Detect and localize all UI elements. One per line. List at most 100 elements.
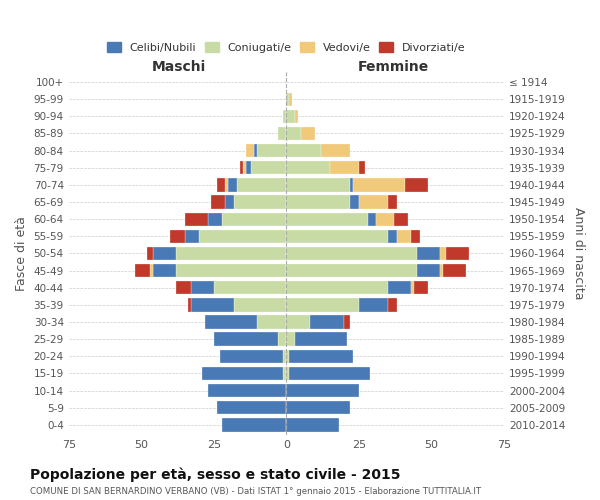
- Bar: [359, 161, 365, 174]
- Bar: [286, 178, 350, 192]
- Bar: [286, 298, 359, 312]
- Bar: [286, 418, 338, 432]
- Bar: [295, 110, 298, 123]
- Bar: [191, 281, 214, 294]
- Bar: [226, 196, 234, 208]
- Bar: [205, 316, 257, 328]
- Bar: [240, 161, 243, 174]
- Bar: [223, 212, 286, 226]
- Text: Maschi: Maschi: [152, 60, 206, 74]
- Bar: [243, 161, 245, 174]
- Text: COMUNE DI SAN BERNARDINO VERBANO (VB) - Dati ISTAT 1° gennaio 2015 - Elaborazion: COMUNE DI SAN BERNARDINO VERBANO (VB) - …: [30, 487, 481, 496]
- Bar: [286, 110, 295, 123]
- Bar: [257, 316, 286, 328]
- Bar: [202, 367, 283, 380]
- Bar: [344, 316, 350, 328]
- Bar: [286, 384, 359, 398]
- Bar: [199, 230, 286, 243]
- Bar: [443, 264, 466, 278]
- Bar: [301, 127, 316, 140]
- Bar: [286, 401, 350, 414]
- Bar: [411, 230, 420, 243]
- Bar: [286, 247, 417, 260]
- Bar: [286, 281, 388, 294]
- Bar: [330, 161, 359, 174]
- Bar: [350, 178, 353, 192]
- Y-axis label: Fasce di età: Fasce di età: [15, 216, 28, 291]
- Bar: [321, 144, 350, 158]
- Bar: [359, 298, 388, 312]
- Bar: [388, 298, 397, 312]
- Bar: [286, 316, 310, 328]
- Bar: [234, 196, 286, 208]
- Bar: [191, 298, 234, 312]
- Bar: [185, 230, 199, 243]
- Bar: [286, 264, 417, 278]
- Bar: [350, 196, 359, 208]
- Bar: [286, 367, 289, 380]
- Bar: [176, 247, 286, 260]
- Bar: [228, 178, 237, 192]
- Bar: [388, 281, 411, 294]
- Bar: [283, 367, 286, 380]
- Bar: [359, 196, 388, 208]
- Bar: [414, 281, 428, 294]
- Bar: [405, 178, 428, 192]
- Bar: [289, 92, 292, 106]
- Bar: [136, 264, 150, 278]
- Bar: [153, 264, 176, 278]
- Bar: [208, 384, 286, 398]
- Bar: [376, 212, 394, 226]
- Bar: [417, 247, 440, 260]
- Bar: [286, 196, 350, 208]
- Bar: [217, 401, 286, 414]
- Text: Popolazione per età, sesso e stato civile - 2015: Popolazione per età, sesso e stato civil…: [30, 468, 401, 482]
- Bar: [286, 350, 289, 363]
- Bar: [211, 196, 226, 208]
- Bar: [170, 230, 185, 243]
- Bar: [286, 92, 289, 106]
- Bar: [446, 247, 469, 260]
- Bar: [286, 332, 295, 346]
- Bar: [440, 264, 443, 278]
- Bar: [286, 161, 330, 174]
- Bar: [176, 281, 191, 294]
- Y-axis label: Anni di nascita: Anni di nascita: [572, 207, 585, 300]
- Bar: [388, 196, 397, 208]
- Bar: [440, 247, 446, 260]
- Bar: [153, 247, 176, 260]
- Bar: [185, 212, 208, 226]
- Bar: [394, 212, 408, 226]
- Bar: [245, 144, 254, 158]
- Bar: [417, 264, 440, 278]
- Bar: [289, 350, 353, 363]
- Bar: [214, 281, 286, 294]
- Bar: [397, 230, 411, 243]
- Bar: [286, 127, 301, 140]
- Bar: [289, 367, 370, 380]
- Bar: [257, 144, 286, 158]
- Bar: [208, 212, 223, 226]
- Bar: [150, 264, 153, 278]
- Bar: [368, 212, 376, 226]
- Bar: [278, 127, 286, 140]
- Bar: [245, 161, 251, 174]
- Bar: [251, 161, 286, 174]
- Bar: [217, 178, 226, 192]
- Bar: [220, 350, 283, 363]
- Bar: [254, 144, 257, 158]
- Bar: [286, 144, 321, 158]
- Bar: [286, 230, 388, 243]
- Bar: [147, 247, 153, 260]
- Bar: [388, 230, 397, 243]
- Bar: [278, 332, 286, 346]
- Legend: Celibi/Nubili, Coniugati/e, Vedovi/e, Divorziati/e: Celibi/Nubili, Coniugati/e, Vedovi/e, Di…: [103, 38, 470, 57]
- Bar: [286, 212, 368, 226]
- Bar: [310, 316, 344, 328]
- Bar: [234, 298, 286, 312]
- Bar: [411, 281, 414, 294]
- Bar: [223, 418, 286, 432]
- Text: Femmine: Femmine: [358, 60, 429, 74]
- Bar: [295, 332, 347, 346]
- Bar: [237, 178, 286, 192]
